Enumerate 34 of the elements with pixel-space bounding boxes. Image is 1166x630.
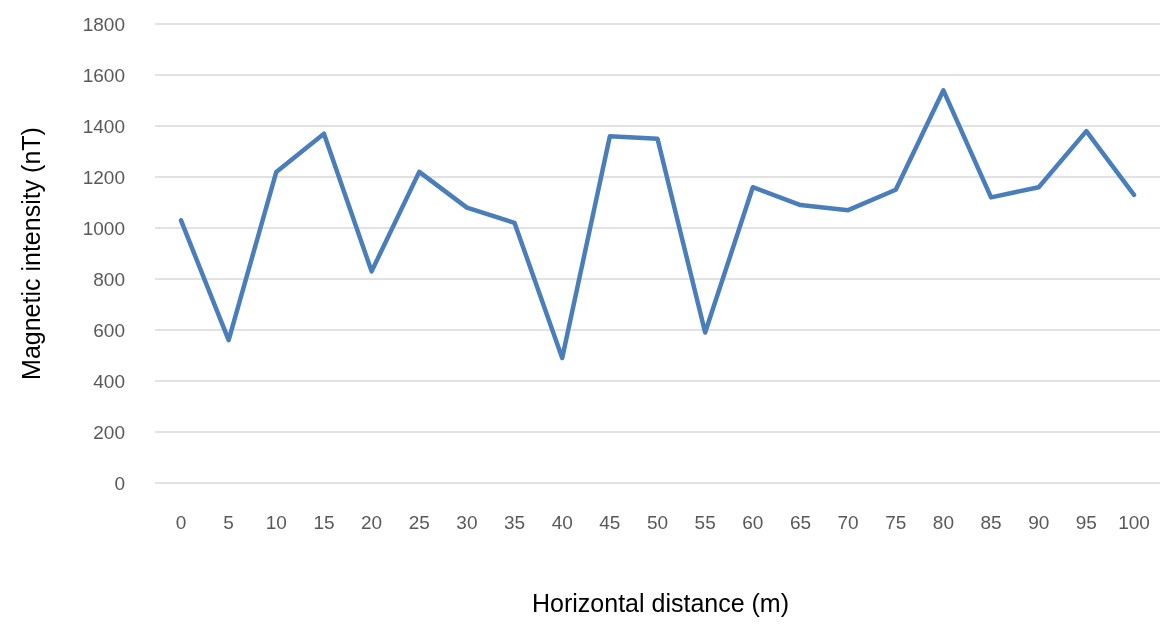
x-tick-label: 50 — [646, 512, 669, 533]
y-tick-label: 600 — [93, 319, 125, 341]
x-tick-label: 100 — [1118, 512, 1150, 533]
y-tick-label: 1600 — [82, 64, 125, 86]
x-tick-label: 75 — [885, 512, 907, 533]
y-tick-label: 800 — [93, 268, 125, 290]
x-tick-label: 45 — [599, 512, 621, 533]
x-tick-label: 35 — [503, 512, 526, 533]
x-tick-label: 70 — [837, 512, 859, 533]
x-tick-label: 80 — [932, 512, 954, 533]
x-tick-label: 0 — [175, 512, 187, 533]
x-tick-label: 40 — [551, 512, 573, 533]
y-axis-title: Magnetic intensity (nT) — [17, 127, 45, 380]
x-tick-label: 85 — [980, 512, 1002, 533]
x-tick-label: 55 — [694, 512, 716, 533]
x-axis-title: Horizontal distance (m) — [531, 589, 790, 617]
y-tick-label: 400 — [93, 370, 125, 392]
x-tick-label: 20 — [361, 512, 383, 533]
x-tick-label: 5 — [223, 512, 234, 533]
x-tick-label: 25 — [408, 512, 430, 533]
x-tick-label: 30 — [456, 512, 478, 533]
x-tick-label: 90 — [1028, 512, 1050, 533]
x-tick-label: 10 — [265, 512, 287, 533]
x-tick-label: 65 — [789, 512, 812, 533]
y-tick-label: 1200 — [82, 166, 125, 188]
x-tick-label: 95 — [1075, 512, 1097, 533]
y-tick-label: 1400 — [82, 115, 125, 137]
line-series — [178, 88, 1137, 361]
x-tick-label: 60 — [742, 512, 764, 533]
y-tick-label: 200 — [93, 421, 125, 443]
x-tick-label: 15 — [313, 512, 335, 533]
y-tick-label: 1800 — [82, 13, 125, 35]
y-tick-label: 0 — [114, 472, 125, 494]
y-tick-label: 1000 — [82, 217, 125, 239]
